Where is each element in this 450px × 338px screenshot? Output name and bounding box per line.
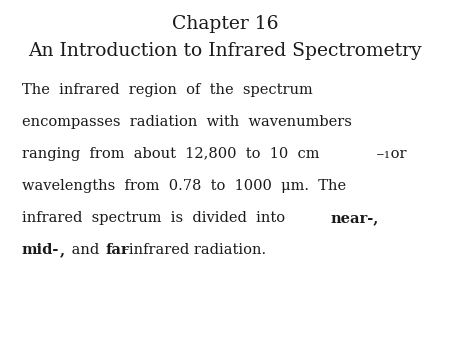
Text: and: and xyxy=(67,243,104,257)
Text: far: far xyxy=(106,243,130,257)
Text: encompasses  radiation  with  wavenumbers: encompasses radiation with wavenumbers xyxy=(22,115,351,129)
Text: or: or xyxy=(386,147,407,161)
Text: near-,: near-, xyxy=(331,211,379,225)
Text: The  infrared  region  of  the  spectrum: The infrared region of the spectrum xyxy=(22,83,312,97)
Text: wavelengths  from  0.78  to  1000  μm.  The: wavelengths from 0.78 to 1000 μm. The xyxy=(22,179,346,193)
Text: infrared  spectrum  is  divided  into: infrared spectrum is divided into xyxy=(22,211,294,225)
Text: ranging  from  about  12,800  to  10  cm: ranging from about 12,800 to 10 cm xyxy=(22,147,319,161)
Text: mid-: mid- xyxy=(22,243,59,257)
Text: -infrared radiation.: -infrared radiation. xyxy=(124,243,266,257)
Text: Chapter 16: Chapter 16 xyxy=(172,15,278,33)
Text: −1: −1 xyxy=(376,151,392,160)
Text: An Introduction to Infrared Spectrometry: An Introduction to Infrared Spectrometry xyxy=(28,42,422,60)
Text: ,: , xyxy=(59,243,64,257)
